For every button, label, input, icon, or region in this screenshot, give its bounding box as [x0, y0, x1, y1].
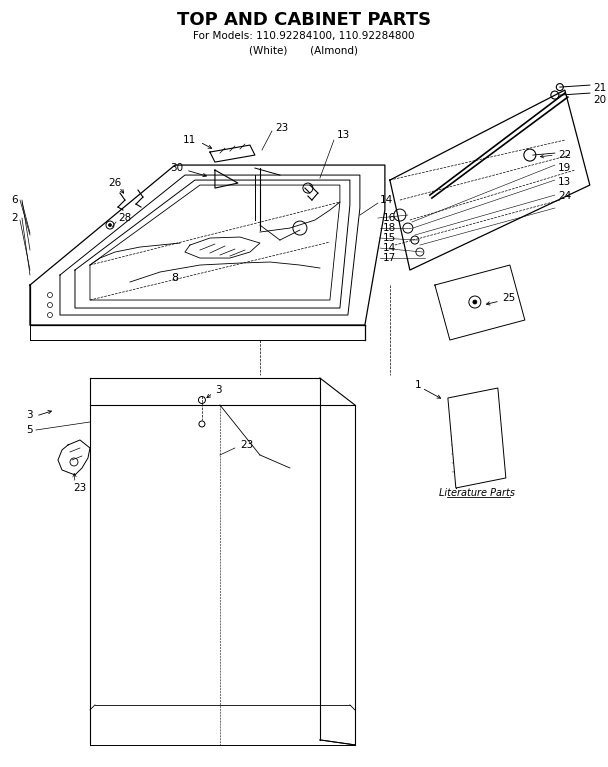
- Text: 17: 17: [383, 253, 396, 263]
- Text: 1: 1: [415, 380, 421, 390]
- Text: 15: 15: [383, 233, 396, 243]
- Text: 24: 24: [558, 191, 571, 201]
- Text: 20: 20: [593, 95, 606, 105]
- Text: 22: 22: [558, 150, 571, 160]
- Text: (White)       (Almond): (White) (Almond): [249, 45, 358, 55]
- Circle shape: [473, 300, 477, 304]
- Circle shape: [108, 223, 111, 226]
- Text: 8: 8: [171, 273, 179, 283]
- Text: 26: 26: [108, 178, 122, 188]
- Text: 18: 18: [383, 223, 396, 233]
- Text: 3: 3: [26, 410, 33, 420]
- Text: 28: 28: [118, 213, 131, 223]
- Text: TOP AND CABINET PARTS: TOP AND CABINET PARTS: [177, 11, 431, 29]
- Text: 3: 3: [215, 385, 221, 395]
- Polygon shape: [448, 388, 506, 488]
- Text: Literature Parts: Literature Parts: [439, 488, 515, 498]
- Text: 13: 13: [337, 130, 350, 140]
- Text: 13: 13: [558, 177, 571, 187]
- Text: 6: 6: [12, 195, 18, 205]
- Text: 25: 25: [502, 293, 515, 303]
- Text: 5: 5: [26, 425, 33, 435]
- Text: 21: 21: [593, 83, 606, 93]
- Text: 2: 2: [12, 213, 18, 223]
- Text: 16: 16: [383, 213, 396, 223]
- Text: 30: 30: [170, 163, 183, 173]
- Text: 14: 14: [380, 195, 393, 205]
- Text: 19: 19: [558, 163, 571, 173]
- Text: 11: 11: [182, 135, 196, 145]
- Text: 23: 23: [74, 483, 86, 493]
- Text: 14: 14: [383, 243, 396, 253]
- Text: For Models: 110.92284100, 110.92284800: For Models: 110.92284100, 110.92284800: [193, 31, 415, 41]
- Text: 23: 23: [275, 123, 288, 133]
- Text: 23: 23: [240, 440, 253, 450]
